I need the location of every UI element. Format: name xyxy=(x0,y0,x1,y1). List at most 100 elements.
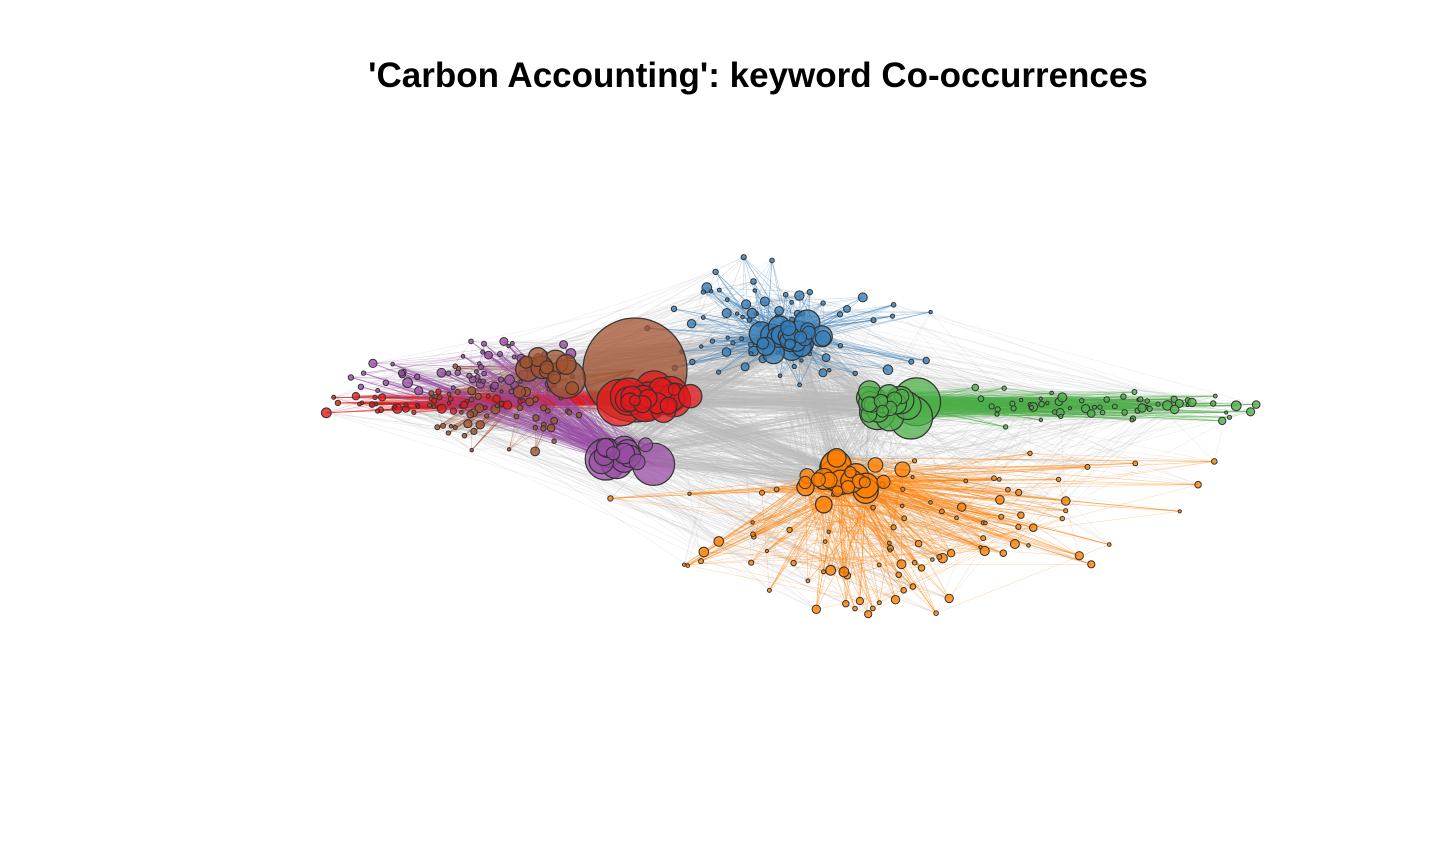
intra-cluster-edge xyxy=(746,295,800,305)
inter-cluster-edge xyxy=(486,415,940,558)
intra-cluster-edge xyxy=(896,403,1251,413)
keyword-node-orange xyxy=(748,559,755,566)
intra-cluster-edge xyxy=(753,460,915,538)
intra-cluster-edge xyxy=(866,485,1019,493)
keyword-node-brown xyxy=(516,404,524,412)
inter-cluster-edge xyxy=(417,405,846,604)
intra-cluster-edge xyxy=(766,504,824,552)
inter-cluster-edge xyxy=(710,291,874,609)
inter-cluster-edge xyxy=(439,397,1230,418)
intra-cluster-edge xyxy=(483,343,605,456)
intra-cluster-edge xyxy=(333,397,378,412)
inter-cluster-edge xyxy=(1014,400,1148,545)
keyword-node-green xyxy=(1230,400,1242,412)
keyword-node-red xyxy=(368,401,376,408)
inter-cluster-edge xyxy=(789,408,1086,531)
inter-cluster-edge xyxy=(657,402,806,488)
keyword-node-red xyxy=(351,392,361,401)
inter-cluster-edge xyxy=(752,402,871,535)
intra-cluster-edge xyxy=(823,504,981,548)
keyword-node-red xyxy=(492,394,501,403)
keyword-node-brown xyxy=(484,413,490,419)
inter-cluster-edge xyxy=(519,391,857,477)
intra-cluster-edge xyxy=(859,490,866,602)
inter-cluster-edge xyxy=(741,338,752,563)
inter-cluster-edge xyxy=(642,401,1059,405)
intra-cluster-edge xyxy=(764,297,863,302)
inter-cluster-edge xyxy=(417,376,986,524)
intra-cluster-edge xyxy=(403,371,617,464)
intra-cluster-edge xyxy=(477,376,608,449)
inter-cluster-edge xyxy=(790,341,825,480)
inter-cluster-edge xyxy=(361,402,817,610)
inter-cluster-edge xyxy=(872,392,1052,609)
inter-cluster-edge xyxy=(806,404,870,477)
keyword-node-orange xyxy=(1017,511,1025,519)
inter-cluster-edge xyxy=(1157,403,1215,462)
intra-cluster-edge xyxy=(816,491,838,610)
intra-cluster-edge xyxy=(1081,391,1135,401)
keyword-node-brown xyxy=(470,427,478,435)
inter-cluster-edge xyxy=(461,412,837,459)
inter-cluster-edge xyxy=(535,417,817,610)
intra-cluster-edge xyxy=(837,490,943,559)
keyword-node-green xyxy=(1049,390,1054,396)
keyword-node-orange xyxy=(954,515,959,521)
intra-cluster-edge xyxy=(687,480,860,566)
inter-cluster-edge xyxy=(790,333,1237,407)
inter-cluster-edge xyxy=(690,395,873,405)
intra-cluster-edge xyxy=(687,482,841,566)
inter-cluster-edge xyxy=(637,461,831,571)
intra-cluster-edge xyxy=(514,384,605,456)
intra-cluster-edge xyxy=(337,396,630,404)
inter-cluster-edge xyxy=(401,299,728,374)
inter-cluster-edge xyxy=(980,408,1086,548)
intra-cluster-edge xyxy=(805,486,981,548)
intra-cluster-edge xyxy=(769,474,836,591)
inter-cluster-edge xyxy=(507,404,1019,528)
keyword-node-orange xyxy=(895,571,903,579)
keyword-node-orange xyxy=(1107,542,1112,547)
inter-cluster-edge xyxy=(804,338,1055,413)
intra-cluster-edge xyxy=(965,480,981,548)
inter-cluster-edge xyxy=(607,408,890,449)
intra-cluster-edge xyxy=(918,514,1021,544)
keyword-node-green xyxy=(1019,397,1024,403)
inter-cluster-edge xyxy=(405,404,869,615)
keyword-node-orange xyxy=(979,545,990,557)
inter-cluster-edge xyxy=(374,397,913,587)
keyword-node-orange xyxy=(682,562,687,567)
inter-cluster-edge xyxy=(402,374,753,523)
keyword-node-blue xyxy=(836,311,844,318)
inter-cluster-edge xyxy=(871,404,904,591)
intra-cluster-edge xyxy=(706,287,810,293)
intra-cluster-edge xyxy=(508,401,530,450)
keyword-node-orange xyxy=(840,480,856,495)
keyword-node-red xyxy=(449,407,458,415)
inter-cluster-edge xyxy=(484,373,1066,502)
keyword-node-orange xyxy=(858,476,871,489)
intra-cluster-edge xyxy=(528,367,608,449)
intra-cluster-edge xyxy=(483,373,605,456)
intra-cluster-edge xyxy=(488,354,646,446)
intra-cluster-edge xyxy=(523,374,646,446)
intra-cluster-edge xyxy=(403,371,628,452)
intra-cluster-edge xyxy=(684,550,985,565)
intra-cluster-edge xyxy=(401,372,625,460)
keyword-node-blue xyxy=(882,364,894,376)
inter-cluster-edge xyxy=(771,335,891,549)
inter-cluster-edge xyxy=(333,397,903,470)
inter-cluster-edge xyxy=(607,403,897,449)
inter-cluster-edge xyxy=(674,389,889,396)
inter-cluster-edge xyxy=(657,402,836,469)
keyword-node-green xyxy=(1092,404,1097,410)
intra-cluster-edge xyxy=(457,372,646,446)
inter-cluster-edge xyxy=(875,395,1216,466)
intra-cluster-edge xyxy=(326,410,378,414)
inter-cluster-edge xyxy=(473,431,937,614)
keyword-node-blue xyxy=(821,353,831,363)
intra-cluster-edge xyxy=(403,371,609,455)
inter-cluster-edge xyxy=(660,400,809,581)
inter-cluster-edge xyxy=(375,403,950,599)
intra-cluster-edge xyxy=(865,485,943,559)
